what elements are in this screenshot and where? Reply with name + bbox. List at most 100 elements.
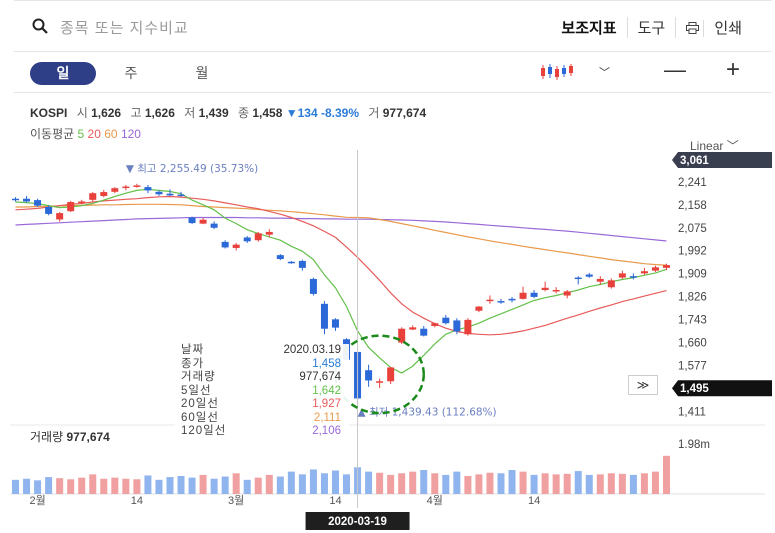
candle xyxy=(265,229,273,238)
zoom-out-button[interactable]: — xyxy=(664,57,686,82)
candle-body xyxy=(276,255,284,260)
ma120-legend: 120 xyxy=(120,127,141,141)
volume-bar xyxy=(56,478,64,494)
tooltip-row: 날짜 2020.03.19 xyxy=(175,344,349,358)
candle xyxy=(651,265,659,273)
candle-body xyxy=(607,280,615,288)
volume-bar xyxy=(574,471,582,494)
x-tick-label: 14 xyxy=(131,495,143,507)
volume-bar xyxy=(376,472,384,494)
top-toolbar: 종목 또는 지수비교 보조지표 도구 인쇄 xyxy=(14,0,772,52)
extreme-annotation: ▼ 최고 2,255.49 (35.73%) xyxy=(126,163,258,175)
tooltip-key: 날짜 xyxy=(181,344,205,356)
tooltip-row: 20일선 1,927 xyxy=(175,398,349,412)
volume-bar xyxy=(662,455,670,494)
candle xyxy=(442,314,450,325)
volume-bar xyxy=(464,476,472,494)
candle xyxy=(111,187,119,194)
candle xyxy=(640,267,648,275)
indicator-button[interactable]: 보조지표 xyxy=(561,20,617,37)
volume-bar xyxy=(67,479,75,494)
candle-body xyxy=(376,381,384,383)
candle xyxy=(552,287,560,294)
print-button[interactable]: 인쇄 xyxy=(675,17,762,38)
ma120-line xyxy=(15,216,667,242)
ma5-line xyxy=(15,188,667,374)
candle xyxy=(365,364,373,387)
candle xyxy=(574,276,582,285)
period-bar: 일 주 월 ﹀ — + xyxy=(14,53,772,93)
volume-bar xyxy=(155,479,163,494)
y-tick-label: 1,577 xyxy=(678,361,707,373)
tooltip-key: 60일선 xyxy=(181,411,219,424)
candle-body xyxy=(420,328,428,336)
candle xyxy=(12,197,20,202)
candle xyxy=(155,190,163,196)
low-value: 1,439 xyxy=(198,106,229,120)
selected-date-label: 2020-03-19 xyxy=(328,516,387,528)
volume-bar xyxy=(144,475,152,494)
close-value: 1,458 xyxy=(252,106,283,120)
volume-bar xyxy=(387,474,395,494)
zoom-in-button[interactable]: + xyxy=(726,56,741,83)
volume-bar xyxy=(343,474,351,494)
candle-body xyxy=(309,278,317,294)
candle xyxy=(519,286,527,300)
expand-button[interactable]: ≫ xyxy=(628,375,658,395)
candle xyxy=(420,325,428,337)
candle xyxy=(376,378,384,388)
y-tick-label: 2,241 xyxy=(678,177,707,189)
open-value: 1,626 xyxy=(91,106,122,120)
volume-bar xyxy=(651,471,659,494)
tab-week[interactable]: 주 xyxy=(124,65,138,81)
tools-button[interactable]: 도구 xyxy=(626,17,676,38)
volume-bar xyxy=(618,473,626,494)
volume-bar xyxy=(100,478,108,494)
tooltip-value: 2,106 xyxy=(312,425,341,437)
tab-month[interactable]: 월 xyxy=(195,65,209,81)
candle xyxy=(320,301,328,335)
volume-bar xyxy=(298,474,306,494)
candle xyxy=(144,184,152,194)
candle-body xyxy=(144,187,152,191)
ma-label: 이동평균 xyxy=(30,127,75,141)
candle-body xyxy=(442,317,450,324)
x-tick-label: 14 xyxy=(528,495,540,507)
ma5-legend: 5 xyxy=(77,127,85,141)
candle-body xyxy=(552,290,560,292)
candle-body xyxy=(508,298,516,301)
scale-selector[interactable]: Linear ﹀ xyxy=(690,137,739,154)
volume-bar xyxy=(12,479,20,494)
candle xyxy=(563,290,571,299)
tooltip-key: 120일선 xyxy=(181,425,227,437)
volume-bar xyxy=(276,476,284,494)
candle xyxy=(453,318,461,335)
candle-body xyxy=(89,193,97,200)
tab-day[interactable]: 일 xyxy=(30,62,96,85)
candle xyxy=(596,276,604,285)
candle-body xyxy=(453,320,461,332)
candlestick-type-icon[interactable] xyxy=(540,63,574,81)
candle xyxy=(287,260,295,264)
x-tick-label: 14 xyxy=(329,495,341,507)
candle-body xyxy=(188,217,196,224)
tooltip-value: 1,642 xyxy=(312,384,341,397)
ma20-line xyxy=(15,195,667,336)
tooltip-row: 거래량 977,674 xyxy=(175,371,349,385)
candle-body xyxy=(100,192,108,196)
candle-body xyxy=(23,198,31,202)
price-chart[interactable]: 2,241 2,158 2,075 1,992 1,909 1,826 1,743 1,660… xyxy=(0,150,775,533)
candle xyxy=(243,236,251,243)
chevron-down-icon[interactable]: ﹀ xyxy=(599,67,610,79)
volume-bar xyxy=(365,471,373,494)
candle-body xyxy=(574,277,582,280)
volume-bar xyxy=(166,477,174,494)
candle-body xyxy=(475,306,483,311)
candle-body xyxy=(166,193,174,196)
candle-body xyxy=(629,276,637,278)
candle-body xyxy=(199,219,207,224)
crosshair-tooltip: 날짜 2020.03.19 종가 1,458 거래량 977,674 5일선 1,642 20일… xyxy=(175,344,349,437)
y-tick-label: 1,411 xyxy=(678,406,706,418)
candle xyxy=(177,191,185,197)
candle xyxy=(331,318,339,331)
